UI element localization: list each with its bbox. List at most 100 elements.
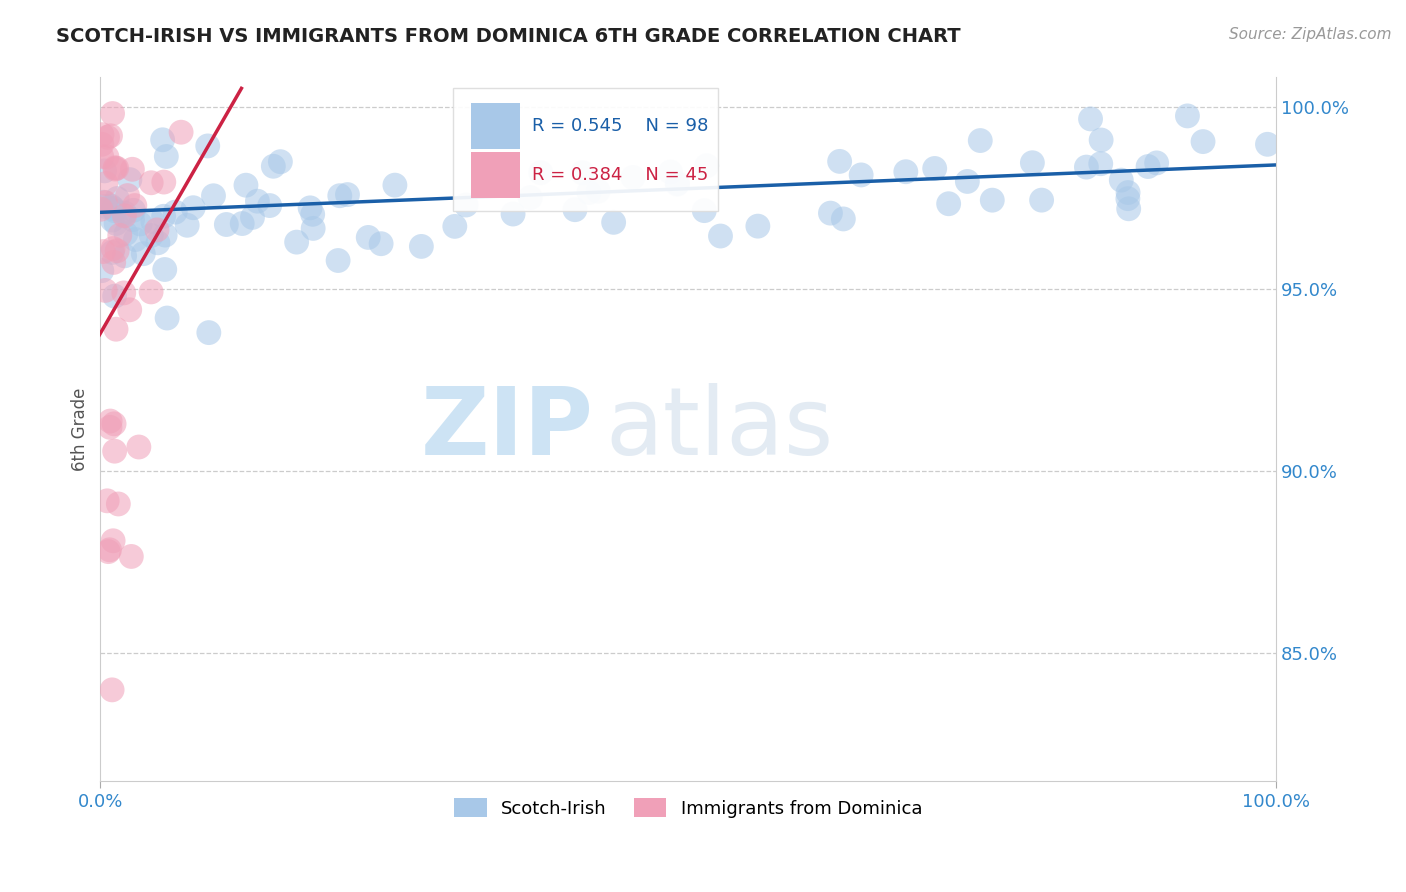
Point xyxy=(938,196,960,211)
Point xyxy=(197,139,219,153)
Point xyxy=(132,246,155,260)
Point xyxy=(90,150,112,164)
Text: R = 0.384    N = 45: R = 0.384 N = 45 xyxy=(531,166,709,185)
Point xyxy=(100,199,122,213)
Point xyxy=(1256,137,1278,152)
Point xyxy=(104,162,127,177)
Point xyxy=(146,223,169,237)
Point xyxy=(1021,155,1043,169)
Point xyxy=(564,202,586,217)
Point xyxy=(96,150,118,164)
Point xyxy=(301,207,323,221)
Point xyxy=(666,177,689,191)
Point xyxy=(259,198,281,212)
Point xyxy=(103,255,125,269)
Point xyxy=(502,207,524,221)
Point xyxy=(202,188,225,202)
Point xyxy=(176,219,198,233)
Point xyxy=(100,128,122,143)
FancyBboxPatch shape xyxy=(471,103,520,149)
Text: atlas: atlas xyxy=(606,384,834,475)
Point xyxy=(141,176,163,190)
Point xyxy=(90,202,112,217)
Point xyxy=(129,217,152,231)
Point xyxy=(98,414,121,428)
Point xyxy=(1080,112,1102,126)
Point xyxy=(242,211,264,225)
FancyBboxPatch shape xyxy=(471,152,520,198)
Text: Source: ZipAtlas.com: Source: ZipAtlas.com xyxy=(1229,27,1392,42)
Point xyxy=(384,178,406,193)
Point xyxy=(94,177,117,191)
FancyBboxPatch shape xyxy=(453,88,717,211)
Legend: Scotch-Irish, Immigrants from Dominica: Scotch-Irish, Immigrants from Dominica xyxy=(447,791,929,825)
Point xyxy=(747,219,769,234)
Point xyxy=(101,106,124,120)
Point xyxy=(94,284,117,298)
Point xyxy=(114,206,136,220)
Point xyxy=(124,233,146,247)
Point xyxy=(105,244,128,258)
Point xyxy=(91,128,114,142)
Point xyxy=(231,217,253,231)
Point xyxy=(96,130,118,145)
Point xyxy=(1111,173,1133,187)
Point xyxy=(1090,133,1112,147)
Point xyxy=(141,228,163,243)
Point xyxy=(104,289,127,303)
Point xyxy=(90,137,112,152)
Point xyxy=(96,493,118,508)
Point xyxy=(832,211,855,226)
Point xyxy=(1137,160,1160,174)
Point xyxy=(956,174,979,188)
Point xyxy=(124,198,146,212)
Point xyxy=(98,542,121,557)
Point xyxy=(122,203,145,218)
Point xyxy=(115,227,138,241)
Point xyxy=(894,165,917,179)
Point xyxy=(1116,186,1139,200)
Point xyxy=(103,202,125,216)
Point xyxy=(357,230,380,244)
Point xyxy=(146,235,169,250)
Point xyxy=(105,217,128,231)
Point xyxy=(105,322,128,336)
Point xyxy=(101,682,124,697)
Point xyxy=(105,192,128,206)
Point xyxy=(302,221,325,235)
Point xyxy=(117,188,139,202)
Point xyxy=(659,165,682,179)
Point xyxy=(602,215,624,229)
Point xyxy=(269,154,291,169)
Point xyxy=(820,206,842,220)
Text: R = 0.545    N = 98: R = 0.545 N = 98 xyxy=(531,117,709,135)
Point xyxy=(152,133,174,147)
Point xyxy=(103,417,125,431)
Point xyxy=(285,235,308,249)
Point xyxy=(155,149,177,163)
Point xyxy=(586,184,609,198)
Point xyxy=(170,125,193,139)
Point xyxy=(152,209,174,223)
Point xyxy=(1177,109,1199,123)
Point xyxy=(120,549,142,564)
Point xyxy=(105,161,128,176)
Point xyxy=(696,159,718,173)
Point xyxy=(411,239,433,253)
Point xyxy=(530,166,553,180)
Point xyxy=(262,159,284,173)
Point xyxy=(108,228,131,243)
Text: ZIP: ZIP xyxy=(422,384,595,475)
Point xyxy=(849,168,872,182)
Point xyxy=(299,201,322,215)
Point xyxy=(519,191,541,205)
Point xyxy=(370,236,392,251)
Point xyxy=(969,134,991,148)
Point xyxy=(454,198,477,212)
Point xyxy=(443,219,465,234)
Point xyxy=(709,229,731,244)
Point xyxy=(112,285,135,300)
Point xyxy=(181,201,204,215)
Point xyxy=(152,175,174,189)
Point xyxy=(828,154,851,169)
